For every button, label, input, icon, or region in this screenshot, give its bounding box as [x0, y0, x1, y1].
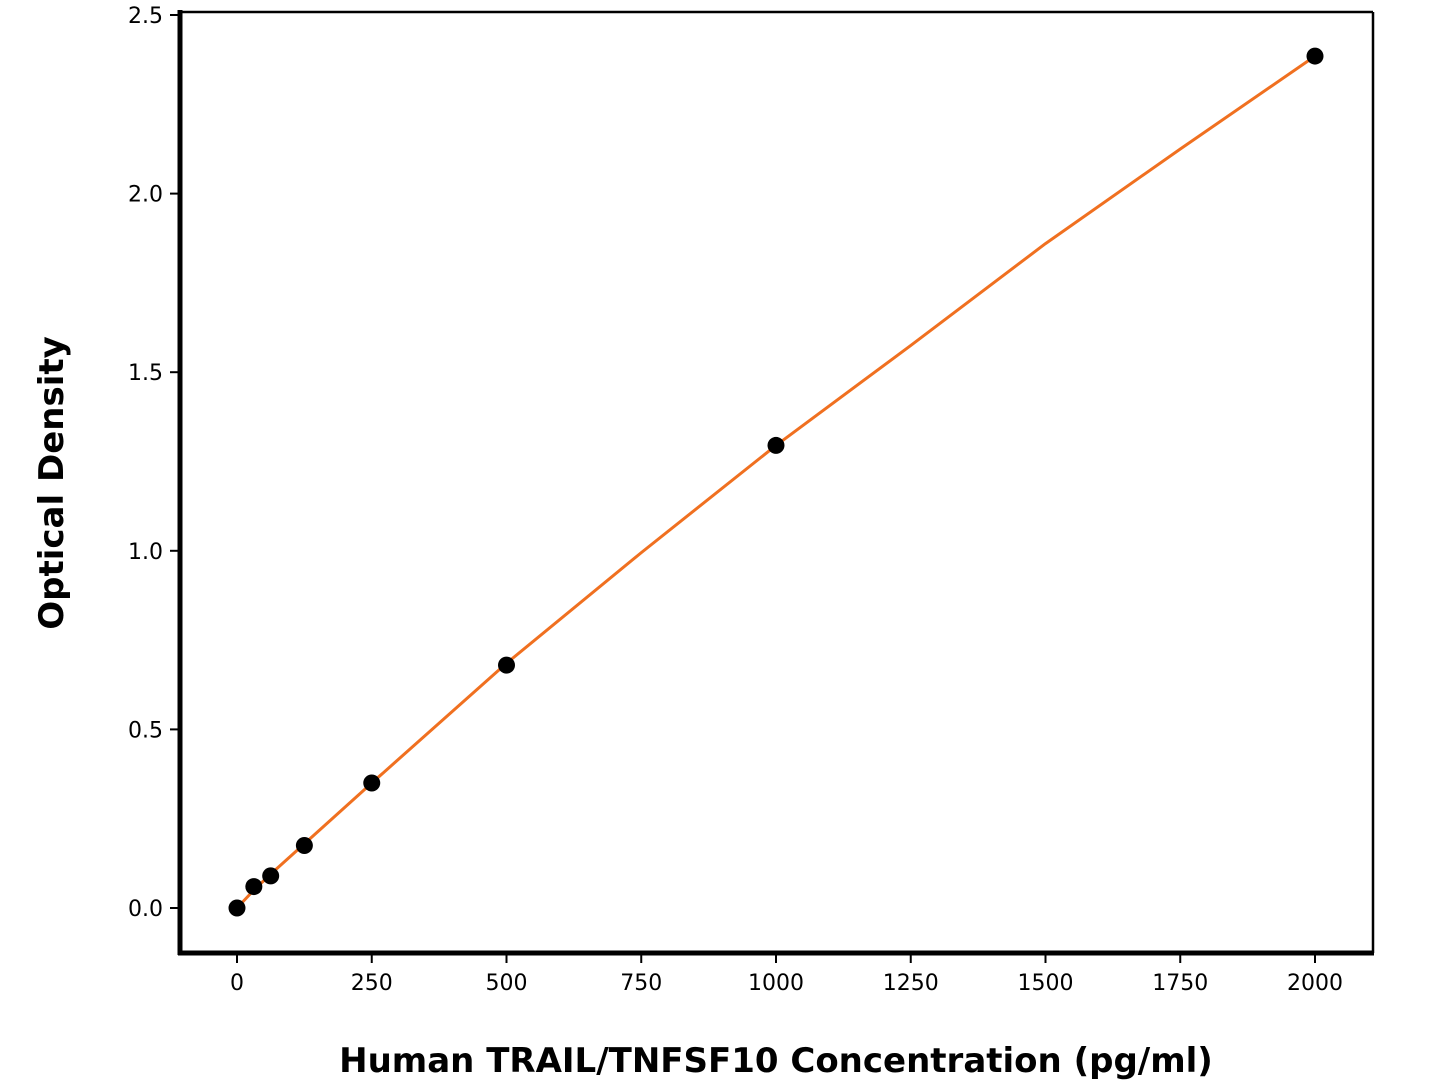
y-tick-label: 0.5	[128, 718, 163, 743]
y-tick-label: 2.0	[128, 183, 163, 208]
data-point	[295, 836, 313, 854]
data-point	[245, 878, 263, 896]
y-axis-ticks: 0.0 0.5 1.0 1.5 2.0 2.5	[128, 4, 178, 922]
x-tick-label: 1500	[1018, 971, 1074, 996]
data-point	[262, 867, 280, 885]
data-point	[767, 436, 785, 454]
y-axis-title: Optical Density	[32, 336, 72, 630]
x-tick-label: 750	[620, 971, 662, 996]
x-tick-label: 0	[230, 971, 244, 996]
x-tick-label: 250	[351, 971, 393, 996]
x-tick-label: 1000	[748, 971, 804, 996]
data-point	[1306, 47, 1324, 65]
data-point	[498, 656, 515, 674]
y-tick-label: 2.5	[128, 4, 163, 29]
x-axis-title: Human TRAIL/TNFSF10 Concentration (pg/ml…	[339, 1041, 1213, 1081]
x-tick-label: 1750	[1152, 971, 1208, 996]
y-tick-label: 0.0	[128, 897, 163, 922]
data-point	[228, 899, 246, 917]
x-axis-ticks: 0 250 500 750 1000 1250 1500 1750 2000	[230, 955, 1343, 996]
x-tick-label: 1250	[883, 971, 939, 996]
x-tick-label: 2000	[1287, 971, 1343, 996]
data-point	[363, 774, 381, 792]
y-tick-label: 1.0	[128, 540, 163, 565]
plot-area	[177, 10, 1375, 956]
x-tick-label: 500	[486, 971, 528, 996]
y-tick-label: 1.5	[128, 361, 163, 386]
